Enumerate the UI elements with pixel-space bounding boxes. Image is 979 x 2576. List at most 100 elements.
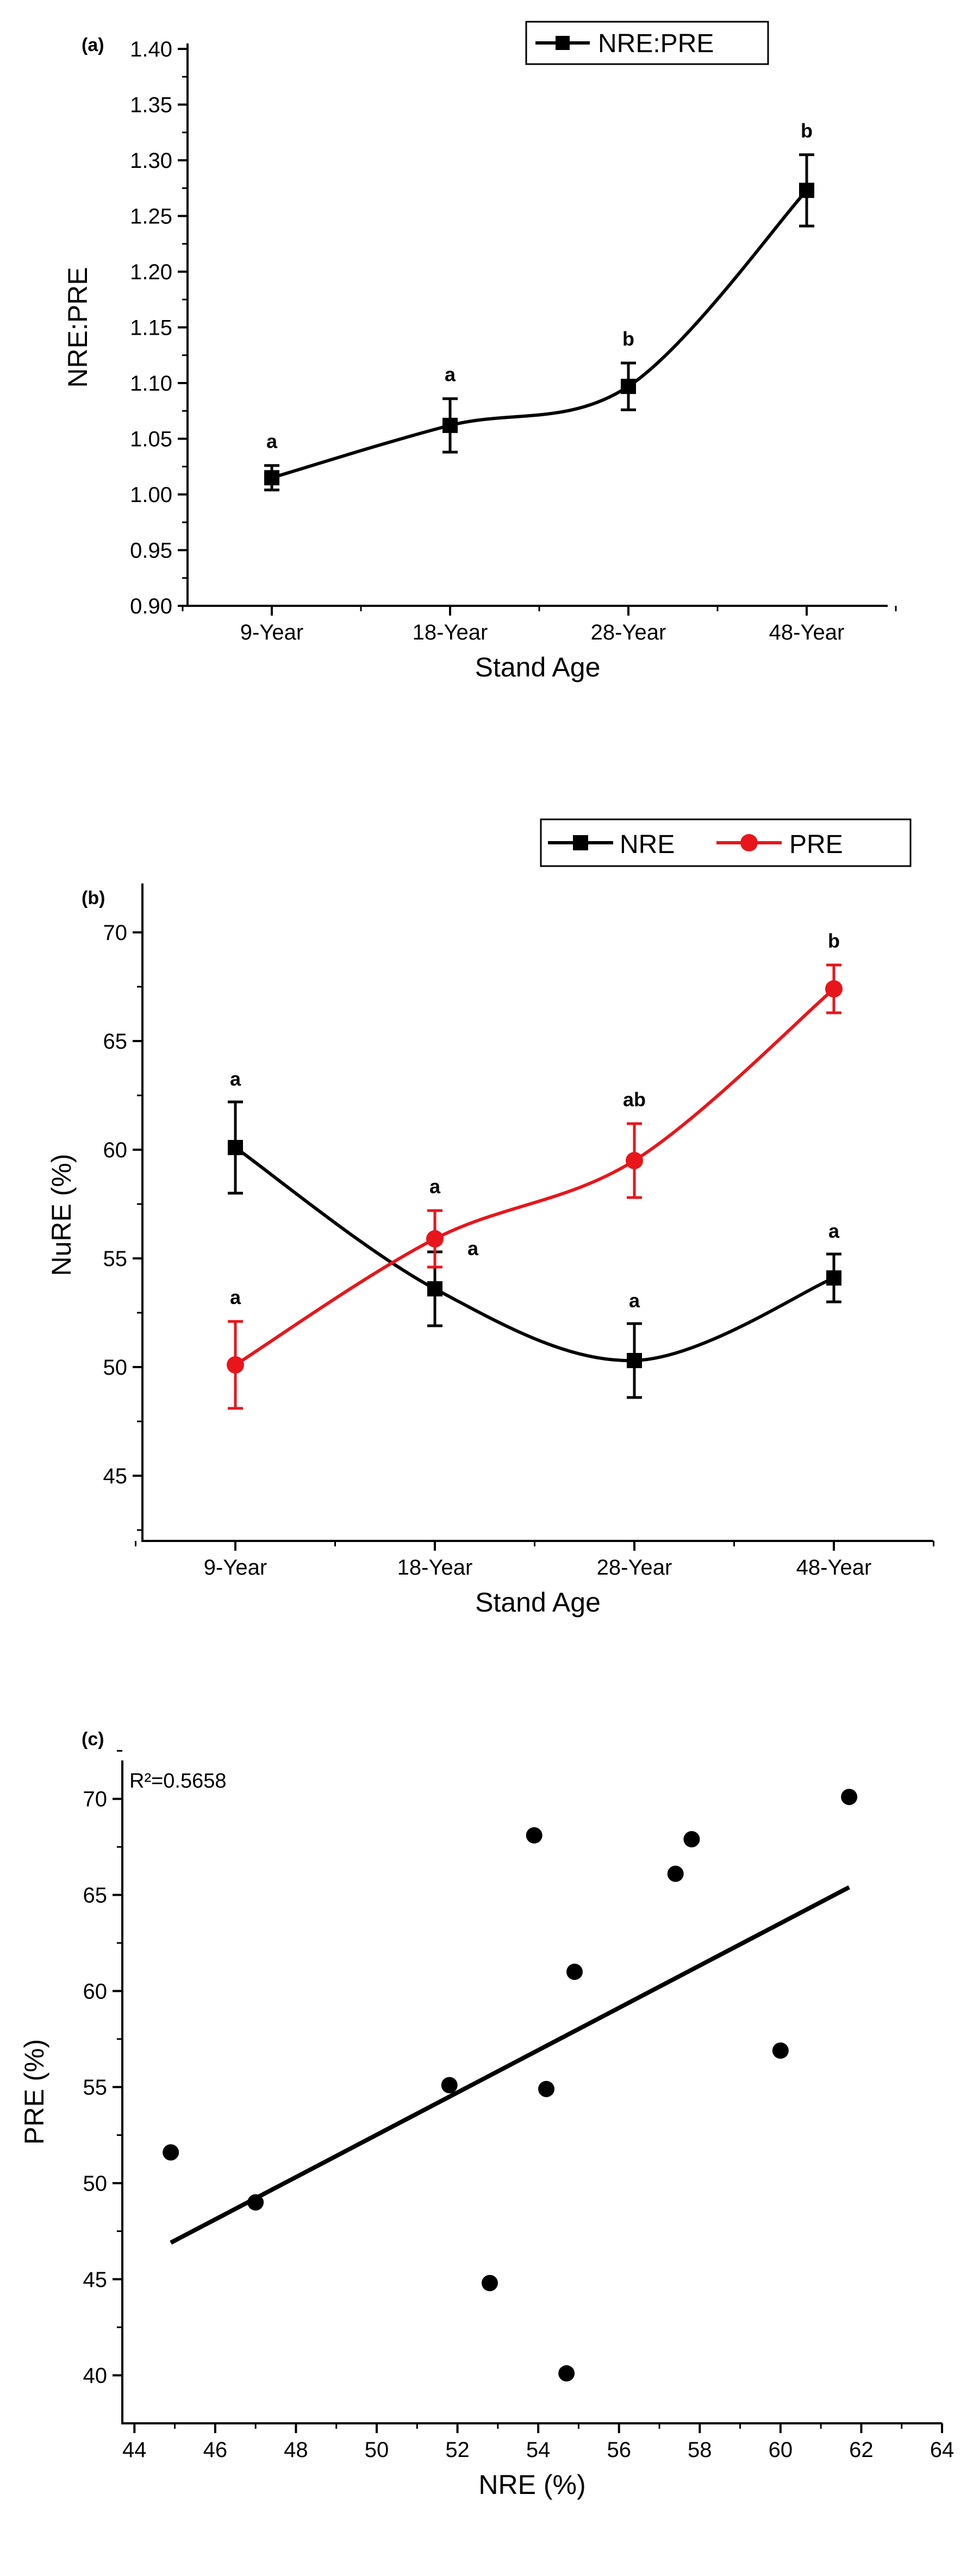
panel-c-x-tick-label: 56: [607, 2438, 631, 2462]
panel-b-data-point: [426, 1230, 444, 1248]
panel-b-series-pre: a a ab b: [227, 930, 843, 1410]
panel-a-x-ticks: 9-Year 18-Year 28-Year 48-Year: [182, 606, 897, 644]
panel-a-x-tick-label: 28-Year: [591, 621, 666, 644]
panel-b-y-tick-label: 55: [103, 1247, 128, 1271]
panel-c-x-tick-label: 50: [365, 2438, 389, 2462]
panel-a-x-tick-label: 18-Year: [413, 621, 488, 644]
panel-b-data-point: [227, 1356, 244, 1374]
panel-a-data-point: [799, 183, 814, 198]
panel-b-series: a a a a a a ab b: [227, 930, 843, 1410]
panel-b-data-point: [228, 1140, 243, 1155]
panel-b-x-tick-label: 28-Year: [597, 1556, 672, 1580]
panel-c-x-tick-label: 52: [445, 2438, 470, 2462]
panel-c-x-axis-title: NRE (%): [478, 2470, 585, 2500]
panel-a-legend-box: [525, 21, 769, 65]
panel-c-x-tick-label: 44: [122, 2438, 147, 2462]
panel-c-regression-line: [170, 1885, 850, 2245]
panel-b-x-ticks: 9-Year 18-Year 28-Year 48-Year: [135, 1541, 934, 1580]
panel-c-axes: [121, 1760, 942, 2424]
panel-c-x-ticks: 44 46 48 50 52 54 56 58 60 62 64: [122, 2423, 954, 2462]
panel-b-data-point: [627, 1353, 642, 1368]
panel-c-y-tick-label: 60: [83, 1979, 108, 2003]
panel-c-y-ticks: 40 45 50 55 60 65 70: [83, 1750, 122, 2388]
panel-b-x-tick-label: 48-Year: [796, 1556, 872, 1580]
panel-c-data-point: [441, 2077, 458, 2094]
panel-a-label: (a): [82, 35, 104, 55]
panel-c-data-point: [247, 2194, 264, 2211]
panel-b-data-point: [825, 980, 843, 998]
panel-a-y-tick-label: 0.95: [130, 539, 172, 563]
panel-b-significance-letter: a: [828, 1220, 840, 1242]
panel-c-data-point: [558, 2365, 575, 2382]
panel-b-y-tick-label: 65: [103, 1030, 128, 1054]
panel-a-y-axis-title: NRE:PRE: [63, 267, 93, 387]
panel-b-legend-marker-pre: [740, 834, 758, 851]
panel-b-legend-marker-nre: [573, 835, 588, 850]
panel-b-significance-letter: ab: [623, 1088, 646, 1111]
panel-b-significance-letter: a: [629, 1289, 640, 1312]
panel-a-y-tick-label: 1.15: [130, 316, 172, 340]
panel-a-y-tick-label: 1.30: [130, 149, 172, 173]
panel-a-series-line: [271, 189, 808, 480]
panel-c-data-point: [841, 1789, 858, 1806]
panel-c-y-tick-label: 55: [83, 2076, 108, 2099]
panel-b-y-tick-label: 70: [103, 921, 128, 945]
panel-c-x-tick-label: 48: [284, 2438, 308, 2462]
panel-a-x-axis-title: Stand Age: [475, 652, 601, 682]
panel-b-series-line: [234, 1146, 835, 1363]
panel-a-y-tick-label: 1.05: [130, 428, 172, 452]
panel-c-x-tick-label: 54: [526, 2438, 551, 2462]
panel-b-x-axis-title: Stand Age: [475, 1587, 601, 1618]
panel-c-r-squared: R²=0.5658: [129, 1770, 227, 1792]
panel-c-x-tick-label: 60: [769, 2438, 793, 2462]
panel-b-legend-label-pre: PRE: [789, 830, 843, 859]
panel-b-significance-letter: b: [828, 930, 840, 952]
panel-b-y-ticks: 45 50 55 60 65 70: [103, 921, 142, 1531]
panel-c-data-point: [526, 1827, 542, 1844]
panel-a-y-tick-label: 1.20: [130, 260, 172, 284]
panel-c-data-point: [683, 1831, 700, 1847]
panel-b-legend: NRE PRE: [540, 818, 912, 867]
panel-c: (c) R²=0.5658 40 45 50 55 60 65 70 44 46 48 50 52 5…: [19, 1729, 954, 2500]
panel-c-data-point: [538, 2080, 554, 2097]
panel-b-axes: [141, 883, 933, 1542]
panel-b-data-point: [427, 1281, 442, 1296]
panel-b-legend-label-nre: NRE: [620, 830, 675, 859]
panel-b-series-nre: a a a a: [228, 1068, 841, 1399]
panel-a-data-point: [264, 470, 279, 486]
panel-a-x-tick-label: 48-Year: [769, 621, 845, 644]
panel-b-series-line: [234, 987, 835, 1367]
panel-c-y-tick-label: 70: [83, 1788, 108, 1812]
panel-c-y-tick-label: 65: [83, 1884, 108, 1908]
panel-a-legend-label: NRE:PRE: [598, 29, 714, 58]
panel-a-series: a a b b: [264, 120, 814, 492]
panel-b-x-tick-label: 9-Year: [204, 1556, 267, 1580]
panel-b-significance-letter: a: [467, 1237, 479, 1259]
panel-b-label: (b): [82, 888, 105, 908]
panel-a-x-tick-label: 9-Year: [240, 621, 303, 644]
panel-c-data-point: [566, 1963, 583, 1980]
panel-a-y-tick-label: 1.35: [130, 93, 172, 117]
panel-c-label: (c): [82, 1729, 104, 1750]
panel-c-y-tick-label: 40: [83, 2364, 108, 2388]
panel-b-y-tick-label: 50: [103, 1356, 128, 1380]
panel-c-data-point: [482, 2274, 498, 2291]
panel-a-significance-letter: b: [622, 328, 634, 350]
panel-b-significance-letter: a: [230, 1068, 241, 1090]
panel-c-series: [163, 1789, 858, 2382]
panel-c-y-tick-label: 50: [83, 2172, 108, 2196]
panel-a-y-tick-label: 1.25: [130, 205, 172, 229]
panel-c-data-point: [772, 2042, 789, 2059]
panel-c-x-tick-label: 62: [849, 2438, 874, 2462]
panel-c-x-tick-label: 64: [930, 2438, 955, 2462]
panel-b-significance-letter: a: [429, 1175, 441, 1198]
panel-c-x-tick-label: 46: [203, 2438, 228, 2462]
panel-c-x-tick-label: 58: [688, 2438, 712, 2462]
panel-c-y-axis-title: PRE (%): [19, 2039, 49, 2145]
panel-b-significance-letter: a: [230, 1286, 241, 1308]
panel-a-y-tick-label: 0.90: [130, 594, 172, 618]
panel-b-data-point: [826, 1270, 841, 1286]
panel-c-y-tick-label: 45: [83, 2268, 108, 2292]
panel-a-series-nre-pre: a a b b: [264, 120, 814, 492]
